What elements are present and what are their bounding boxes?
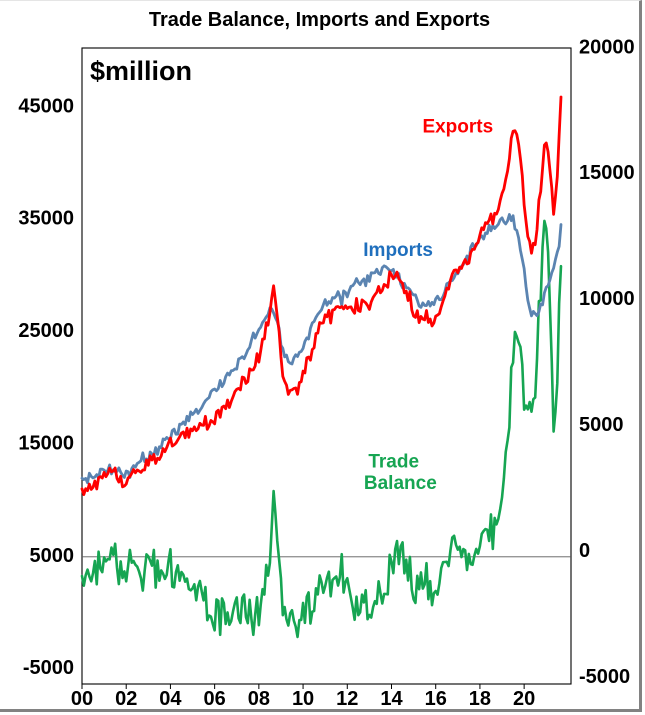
svg-text:-5000: -5000 — [23, 657, 74, 679]
svg-text:Trade: Trade — [368, 452, 419, 473]
svg-text:04: 04 — [159, 688, 182, 710]
svg-text:5000: 5000 — [30, 545, 75, 567]
svg-text:10000: 10000 — [579, 288, 635, 310]
svg-text:12: 12 — [336, 688, 358, 710]
svg-text:15000: 15000 — [579, 162, 635, 184]
svg-text:$million: $million — [90, 56, 192, 86]
svg-text:08: 08 — [248, 688, 270, 710]
svg-text:0: 0 — [579, 540, 590, 562]
svg-text:20: 20 — [513, 688, 535, 710]
svg-text:25000: 25000 — [18, 320, 74, 342]
svg-text:5000: 5000 — [579, 414, 624, 436]
svg-text:14: 14 — [380, 688, 403, 710]
svg-text:-5000: -5000 — [579, 666, 630, 688]
svg-text:Imports: Imports — [363, 240, 433, 261]
svg-text:15000: 15000 — [18, 432, 74, 454]
svg-text:35000: 35000 — [18, 208, 74, 230]
svg-text:45000: 45000 — [18, 95, 74, 117]
svg-text:02: 02 — [115, 688, 137, 710]
svg-text:16: 16 — [425, 688, 447, 710]
svg-text:Exports: Exports — [422, 117, 493, 138]
svg-text:10: 10 — [292, 688, 314, 710]
svg-text:00: 00 — [71, 688, 93, 710]
svg-text:Balance: Balance — [364, 473, 437, 494]
svg-text:18: 18 — [469, 688, 491, 710]
svg-text:06: 06 — [204, 688, 226, 710]
svg-text:20000: 20000 — [579, 38, 635, 58]
